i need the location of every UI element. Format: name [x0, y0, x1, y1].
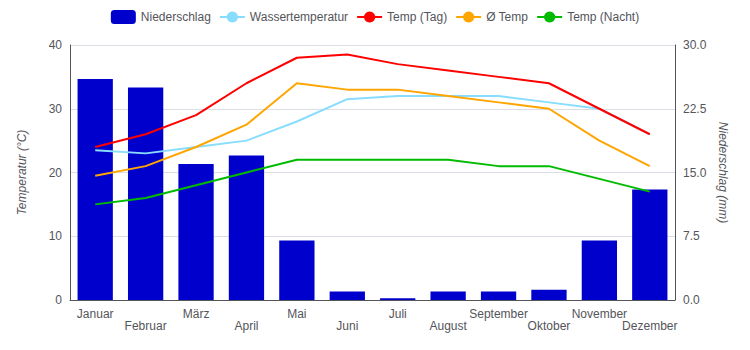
- svg-text:September: September: [469, 307, 528, 321]
- svg-text:7.5: 7.5: [683, 229, 700, 243]
- svg-text:30: 30: [49, 102, 63, 116]
- svg-text:August: August: [429, 319, 467, 333]
- svg-text:April: April: [234, 319, 258, 333]
- svg-text:Niederschlag: Niederschlag: [141, 10, 211, 24]
- svg-text:März: März: [183, 307, 210, 321]
- svg-text:Ø Temp: Ø Temp: [486, 10, 528, 24]
- svg-text:Temperatur (°C): Temperatur (°C): [15, 130, 29, 216]
- svg-text:November: November: [572, 307, 627, 321]
- svg-text:Dezember: Dezember: [622, 319, 677, 333]
- svg-text:0.0: 0.0: [683, 293, 700, 307]
- svg-text:0: 0: [55, 293, 62, 307]
- svg-text:10: 10: [49, 229, 63, 243]
- svg-text:Juni: Juni: [336, 319, 358, 333]
- svg-text:20: 20: [49, 166, 63, 180]
- svg-text:30.0: 30.0: [683, 38, 707, 52]
- svg-text:40: 40: [49, 38, 63, 52]
- svg-text:Januar: Januar: [77, 307, 114, 321]
- svg-text:Mai: Mai: [287, 307, 306, 321]
- svg-text:22.5: 22.5: [683, 102, 707, 116]
- svg-text:Temp (Tag): Temp (Tag): [387, 10, 447, 24]
- svg-text:Wassertemperatur: Wassertemperatur: [250, 10, 348, 24]
- svg-text:Februar: Februar: [125, 319, 167, 333]
- svg-text:Oktober: Oktober: [528, 319, 571, 333]
- svg-text:Juli: Juli: [389, 307, 407, 321]
- svg-text:15.0: 15.0: [683, 166, 707, 180]
- svg-text:Niederschlag (mm): Niederschlag (mm): [716, 122, 730, 223]
- svg-text:Temp (Nacht): Temp (Nacht): [567, 10, 639, 24]
